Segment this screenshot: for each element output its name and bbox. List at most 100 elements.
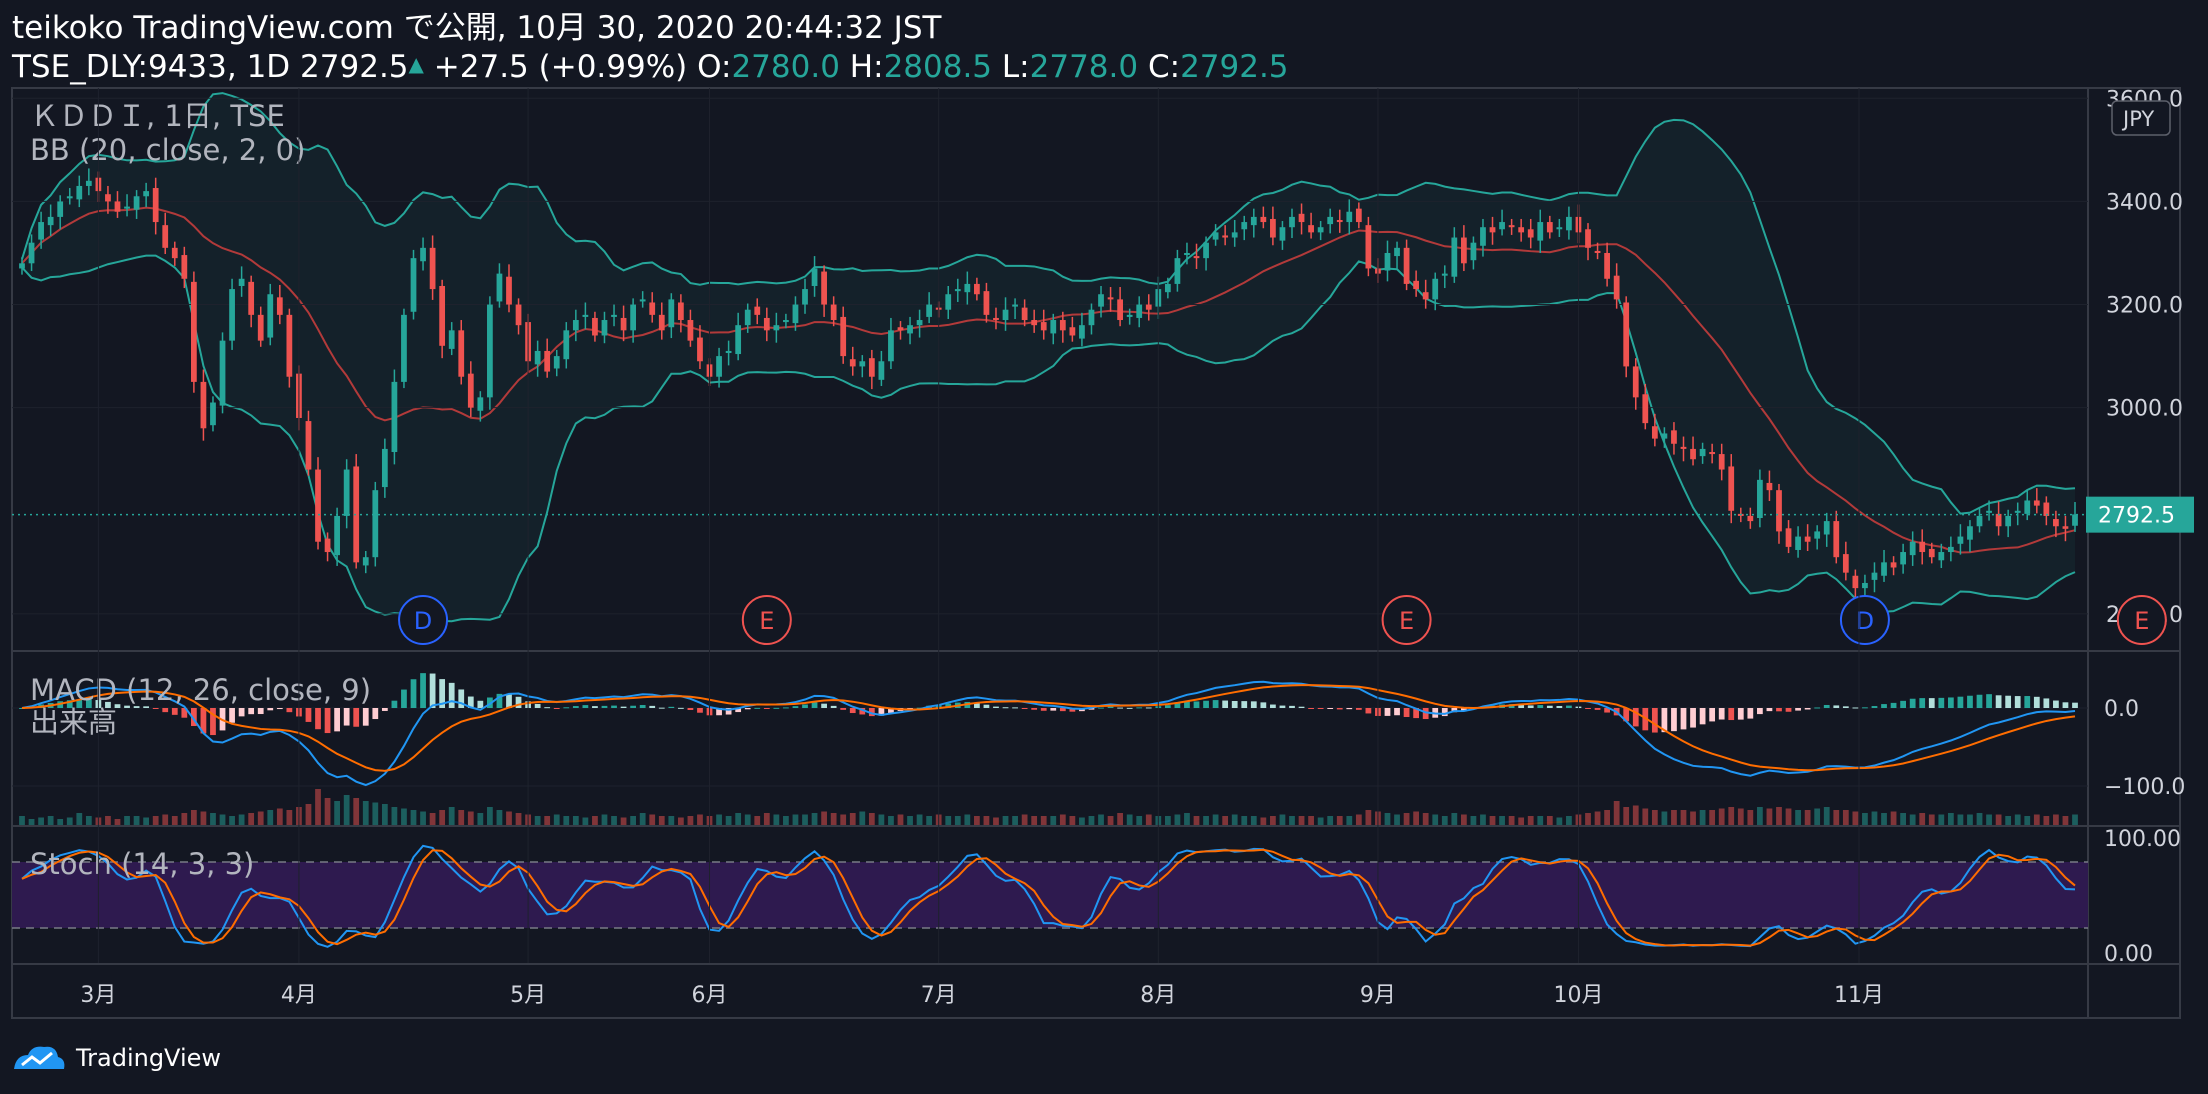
candle: [1661, 427, 1668, 448]
bb-fill: [22, 93, 2075, 623]
candle: [47, 204, 54, 236]
candle: [229, 278, 235, 350]
candle: [305, 410, 312, 476]
candle: [1346, 199, 1353, 235]
volume-bar: [1193, 816, 1200, 825]
candle: [1881, 549, 1887, 582]
symbol-label[interactable]: TSE_DLY:9433, 1D: [12, 49, 291, 85]
volume-bar: [181, 813, 188, 825]
macd-histogram-bar: [1107, 706, 1114, 708]
candle-body: [572, 320, 579, 331]
volume-bar: [1365, 810, 1372, 825]
candle-body: [1308, 225, 1314, 233]
candle: [1279, 221, 1286, 250]
macd-histogram-bar: [1164, 705, 1171, 708]
x-axis-label: 4月: [281, 983, 317, 1008]
volume-bar: [1336, 816, 1343, 825]
candle-body: [1012, 304, 1018, 307]
macd-line: [21, 680, 2076, 787]
volume-bar: [1842, 810, 1849, 825]
macd-histogram-bar: [1909, 698, 1916, 708]
candle-body: [1088, 309, 1095, 326]
tradingview-brand[interactable]: TradingView: [12, 1040, 221, 1076]
volume-bar: [1537, 816, 1544, 825]
candle-body: [897, 327, 904, 331]
candle-body: [1499, 222, 1505, 230]
macd-histogram-bar: [1012, 707, 1018, 709]
candle: [888, 317, 894, 369]
candle-body: [362, 557, 369, 566]
macd-histogram-bar: [248, 708, 255, 715]
candle: [105, 185, 111, 214]
macd-histogram-bar: [1203, 700, 1209, 708]
volume-bar: [1298, 816, 1305, 825]
low-value: 2778.0: [1029, 49, 1139, 85]
candle-body: [1059, 320, 1066, 331]
volume-bar: [2024, 816, 2031, 825]
macd-histogram-bar: [66, 700, 73, 708]
candle: [1164, 277, 1171, 299]
volume-bar: [124, 816, 130, 825]
volume-bar: [238, 814, 245, 825]
volume-bar: [783, 816, 789, 825]
candle: [1117, 287, 1123, 327]
candle: [1441, 265, 1448, 289]
macd-histogram-bar: [1279, 705, 1286, 708]
volume-bar: [1661, 811, 1668, 825]
volume-bar: [1957, 814, 1964, 825]
macd-histogram-bar: [611, 705, 617, 708]
symbol-line: TSE_DLY:9433, 1D 2792.5▲ +27.5 (+0.99%) …: [12, 44, 1289, 87]
candle-body: [1270, 218, 1276, 238]
candle: [897, 321, 904, 340]
candle: [1231, 219, 1238, 247]
volume-bar: [1527, 816, 1534, 825]
candle: [124, 194, 130, 217]
candle-body: [1413, 280, 1420, 290]
candle: [1145, 294, 1152, 321]
candle: [1126, 308, 1133, 325]
macd-histogram-bar: [1059, 708, 1066, 712]
volume-bar: [1804, 810, 1811, 825]
macd-histogram-bar: [735, 708, 742, 713]
candle: [343, 459, 350, 529]
candle-body: [229, 289, 235, 341]
candle-body: [1203, 242, 1209, 259]
candle: [487, 296, 493, 410]
macd-histogram-bar: [19, 708, 25, 709]
volume-bar: [592, 816, 598, 825]
macd-histogram-bar: [830, 705, 837, 708]
candle: [1757, 469, 1763, 528]
candle-body: [66, 196, 73, 199]
price-change: +27.5 (+0.99%): [433, 49, 688, 85]
earnings-event-marker: [1381, 595, 1432, 645]
candle: [2014, 502, 2021, 526]
candle-body: [1795, 536, 1801, 550]
candle-body: [1250, 216, 1257, 226]
macd-histogram-bar: [868, 708, 875, 717]
volume-bar: [1823, 807, 1830, 825]
last-price-tag: [2086, 496, 2194, 533]
volume-bar: [162, 814, 169, 825]
candle: [1718, 443, 1725, 481]
macd-histogram-bar: [1661, 708, 1668, 733]
x-axis-label: 10月: [1553, 983, 1603, 1008]
volume-bar: [1671, 810, 1677, 825]
macd-histogram-bar: [76, 699, 83, 708]
volume-bar: [802, 814, 808, 825]
candle: [448, 322, 455, 356]
macd-histogram-bar: [2005, 695, 2012, 708]
macd-histogram-bar: [2024, 696, 2031, 708]
macd-histogram-bar: [114, 704, 121, 708]
volume-bar: [1021, 814, 1028, 825]
candle-body: [219, 340, 226, 406]
candle: [697, 325, 703, 369]
volume-bar: [763, 813, 770, 825]
currency-badge: [2111, 100, 2171, 136]
volume-bar: [1623, 807, 1630, 825]
candle: [1222, 225, 1229, 246]
candle: [2043, 496, 2050, 526]
macd-histogram-bar: [1632, 708, 1639, 727]
volume-bar: [467, 811, 474, 825]
candle-body: [124, 206, 130, 209]
